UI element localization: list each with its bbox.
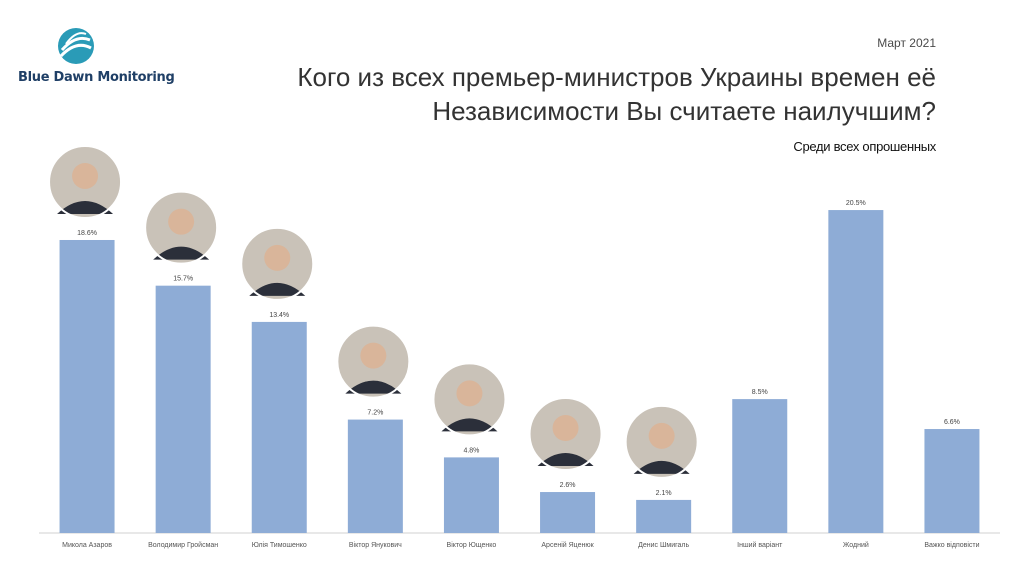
bar-value-label: 2.6% xyxy=(560,482,576,489)
portrait-face xyxy=(648,422,675,449)
portrait-body xyxy=(57,200,114,214)
portrait-frame xyxy=(240,226,315,301)
bar xyxy=(155,285,211,533)
bar xyxy=(732,399,788,533)
portrait-frame xyxy=(144,190,219,265)
portrait-face xyxy=(360,342,387,369)
survey-date: Март 2021 xyxy=(877,36,936,50)
bar-value-label: 6.6% xyxy=(944,419,960,426)
bar xyxy=(828,210,884,533)
bar-value-label: 15.7% xyxy=(173,276,193,283)
portrait-body xyxy=(153,246,210,260)
portrait-face xyxy=(168,208,195,235)
bar xyxy=(347,419,403,533)
bar-value-label: 7.2% xyxy=(367,410,383,417)
brand-name: Blue Dawn Monitoring xyxy=(18,70,175,85)
portrait-face xyxy=(456,380,483,407)
portrait-body xyxy=(441,418,498,432)
category-label: Інший варіант xyxy=(737,541,783,549)
category-label: Жодний xyxy=(843,541,869,549)
category-label: Денис Шмигаль xyxy=(638,542,689,549)
bar-value-label: 8.5% xyxy=(752,389,768,396)
chart-title-line-2: Независимости Вы считаете наилучшим? xyxy=(432,96,936,126)
bar-value-label: 20.5% xyxy=(846,200,866,207)
bar xyxy=(540,492,596,533)
portrait-body xyxy=(633,460,690,474)
brand-logo: Blue Dawn Monitoring xyxy=(18,26,175,90)
portrait-body xyxy=(537,453,594,467)
bar-value-label: 4.8% xyxy=(463,447,479,454)
bar-value-label: 13.4% xyxy=(269,312,289,319)
portrait-frame xyxy=(432,362,507,437)
portrait-face xyxy=(264,244,291,271)
bar xyxy=(59,239,115,533)
category-label: Важко відповісти xyxy=(924,541,979,549)
bar-value-label: 18.6% xyxy=(77,230,97,237)
portrait-face xyxy=(552,415,579,442)
bar xyxy=(636,499,692,533)
bar xyxy=(924,429,980,533)
portrait-face xyxy=(72,162,99,189)
portrait-frame xyxy=(528,397,603,472)
category-label: Віктор Янукович xyxy=(349,541,402,549)
portrait-frame xyxy=(336,324,411,399)
category-label: Володимир Гройсман xyxy=(148,541,218,549)
portrait-frame xyxy=(48,144,123,219)
chart-title: Кого из всех премьер-министров Украины в… xyxy=(236,60,936,128)
bar xyxy=(443,457,499,533)
bar xyxy=(251,321,307,533)
category-label: Юлія Тимошенко xyxy=(252,541,307,549)
portrait-body xyxy=(249,282,306,296)
category-label: Микола Азаров xyxy=(62,542,112,549)
category-label: Віктор Ющенко xyxy=(447,541,497,549)
category-label: Арсеній Яценюк xyxy=(541,541,594,549)
chart-title-line-1: Кого из всех премьер-министров Украины в… xyxy=(297,62,936,92)
bar-value-label: 2.1% xyxy=(656,490,672,497)
chart-subtitle: Среди всех опрошенных xyxy=(793,139,936,154)
portrait-frame xyxy=(624,404,699,479)
portrait-body xyxy=(345,380,402,394)
logo-globe-icon xyxy=(58,28,94,64)
